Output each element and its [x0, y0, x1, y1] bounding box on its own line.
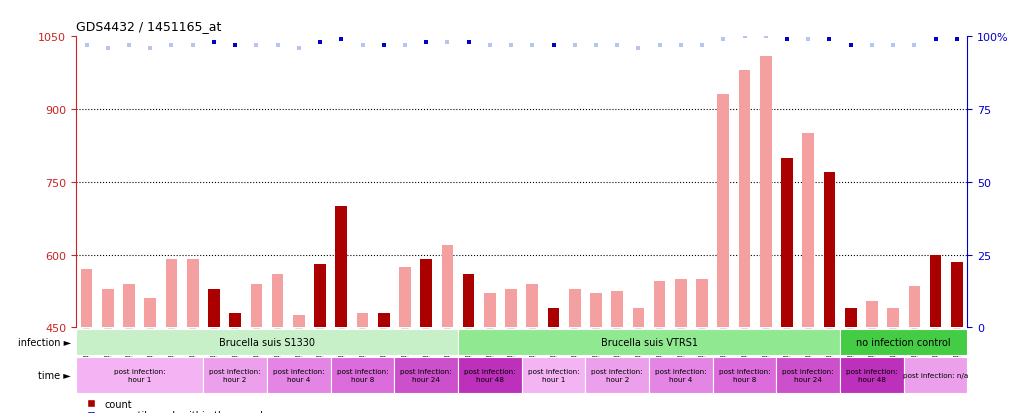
Bar [717, 95, 729, 328]
Bar [591, 294, 602, 328]
Text: post infection:
hour 4: post infection: hour 4 [274, 368, 324, 382]
Bar [102, 289, 113, 328]
Bar [760, 57, 772, 328]
Bar [335, 206, 347, 328]
Text: post infection:
hour 8: post infection: hour 8 [336, 368, 388, 382]
Bar [845, 308, 857, 328]
Bar [548, 308, 559, 328]
Bar [399, 267, 411, 328]
Bar [887, 308, 899, 328]
Bar [840, 357, 904, 393]
Bar [293, 316, 305, 328]
Text: post infection:
hour 24: post infection: hour 24 [400, 368, 452, 382]
Bar [802, 134, 814, 328]
Bar [458, 357, 522, 393]
Bar [909, 287, 920, 328]
Bar [951, 262, 962, 328]
Bar [675, 279, 687, 328]
Bar [866, 301, 877, 328]
Text: post infection:
hour 8: post infection: hour 8 [719, 368, 770, 382]
Text: GDS4432 / 1451165_at: GDS4432 / 1451165_at [76, 20, 222, 33]
Bar [781, 158, 793, 328]
Bar [713, 357, 776, 393]
Bar [696, 279, 708, 328]
Bar [271, 274, 284, 328]
Legend: count, percentile rank within the sample, value, Detection Call = ABSENT, rank, : count, percentile rank within the sample… [81, 399, 269, 413]
Bar [267, 357, 330, 393]
Bar [357, 313, 369, 328]
Bar [458, 329, 840, 355]
Bar [612, 291, 623, 328]
Bar [330, 357, 394, 393]
Text: Brucella suis S1330: Brucella suis S1330 [219, 337, 315, 347]
Bar [649, 357, 713, 393]
Bar [463, 274, 474, 328]
Bar [204, 357, 267, 393]
Bar [586, 357, 649, 393]
Bar [229, 313, 241, 328]
Bar [442, 245, 453, 328]
Bar [166, 260, 177, 328]
Text: no infection control: no infection control [856, 337, 951, 347]
Text: post infection:
hour 2: post infection: hour 2 [592, 368, 643, 382]
Text: post infection:
hour 1: post infection: hour 1 [528, 368, 579, 382]
Bar [378, 313, 390, 328]
Text: post infection:
hour 4: post infection: hour 4 [655, 368, 707, 382]
Bar [208, 289, 220, 328]
Text: post infection:
hour 24: post infection: hour 24 [782, 368, 834, 382]
Bar [738, 71, 751, 328]
Bar [824, 173, 836, 328]
Bar [930, 255, 941, 328]
Text: time ►: time ► [38, 370, 71, 380]
Bar [250, 284, 262, 328]
Bar [81, 269, 92, 328]
Text: post infection:
hour 48: post infection: hour 48 [464, 368, 516, 382]
Bar [76, 357, 204, 393]
Bar [314, 265, 326, 328]
Text: post infection: n/a: post infection: n/a [903, 372, 968, 378]
Bar [569, 289, 580, 328]
Bar [484, 294, 495, 328]
Bar [653, 282, 666, 328]
Text: post infection:
hour 1: post infection: hour 1 [113, 368, 165, 382]
Bar [505, 289, 517, 328]
Bar [840, 329, 967, 355]
Bar [145, 299, 156, 328]
Bar [632, 308, 644, 328]
Bar [394, 357, 458, 393]
Text: post infection:
hour 48: post infection: hour 48 [846, 368, 898, 382]
Bar [76, 329, 458, 355]
Bar [186, 260, 199, 328]
Bar [420, 260, 432, 328]
Text: post infection:
hour 2: post infection: hour 2 [210, 368, 261, 382]
Text: Brucella suis VTRS1: Brucella suis VTRS1 [601, 337, 698, 347]
Bar [904, 357, 967, 393]
Bar [776, 357, 840, 393]
Bar [522, 357, 586, 393]
Bar [527, 284, 538, 328]
Bar [124, 284, 135, 328]
Text: infection ►: infection ► [18, 337, 71, 347]
